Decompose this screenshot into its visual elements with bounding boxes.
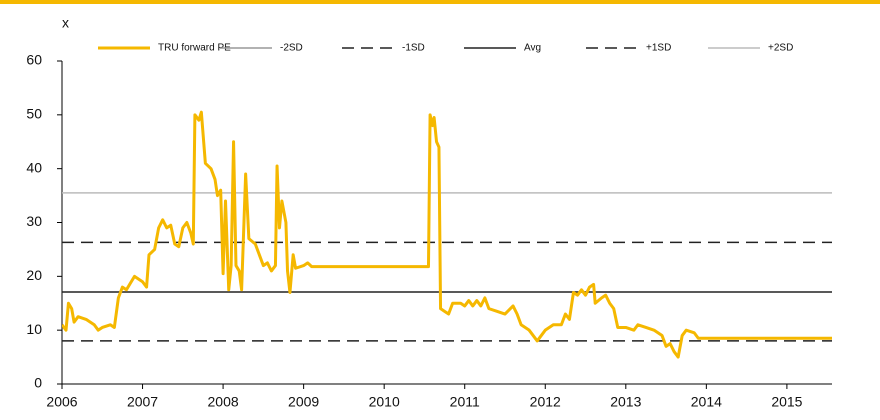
legend-label: TRU forward PE [158,43,231,54]
legend-label: Avg [524,43,541,54]
y-tick-label: 20 [26,267,42,283]
x-tick-label: 2014 [691,394,722,410]
top-bar [0,0,880,4]
y-tick-label: 0 [34,375,42,391]
x-tick-label: 2012 [530,394,561,410]
legend-label: -1SD [402,43,425,54]
x-tick-label: 2007 [127,394,158,410]
x-tick-label: 2006 [46,394,77,410]
legend-label: +1SD [646,43,671,54]
legend-label: -2SD [280,43,303,54]
y-tick-label: 10 [26,321,42,337]
series-line [62,110,832,359]
legend-label: +2SD [768,43,793,54]
plot-area [62,110,832,359]
x-tick-label: 2008 [208,394,239,410]
y-tick-label: 40 [26,159,42,175]
y-tick-label: 60 [26,52,42,68]
y-tick-label: 50 [26,106,42,122]
y-axis-label: x [62,15,69,31]
y-tick-label: 30 [26,213,42,229]
x-tick-label: 2009 [288,394,319,410]
x-tick-label: 2013 [610,394,641,410]
x-tick-label: 2010 [369,394,400,410]
x-tick-label: 2011 [450,394,480,410]
x-tick-label: 2015 [771,394,802,410]
